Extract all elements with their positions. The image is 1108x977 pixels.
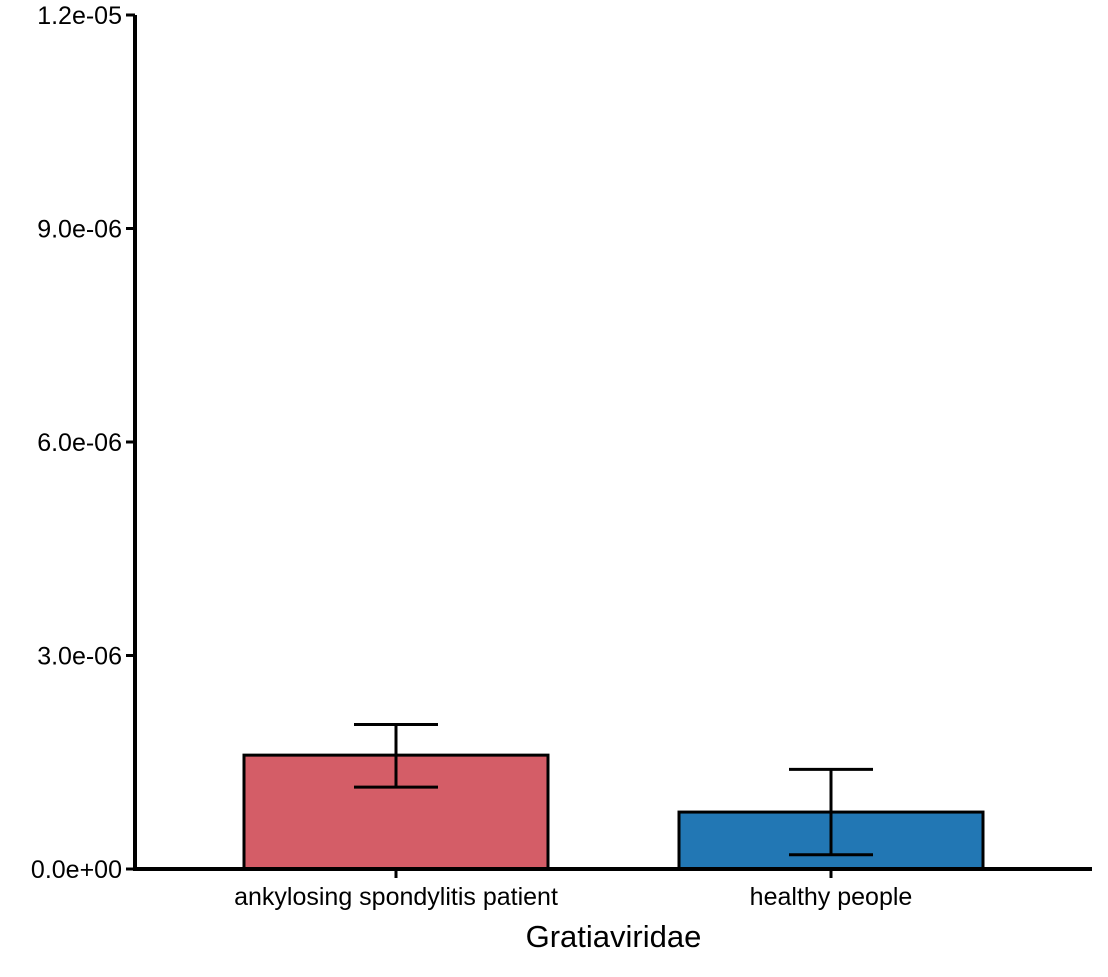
x-tick-label: ankylosing spondylitis patient — [234, 883, 558, 911]
x-axis-ticks: ankylosing spondylitis patient healthy pe… — [234, 869, 912, 911]
x-axis-title: Gratiaviridae — [526, 919, 702, 954]
y-tick-label: 9.0e-06 — [37, 216, 122, 244]
y-tick-label: 1.2e-05 — [37, 2, 122, 30]
error-bars — [354, 723, 873, 857]
y-axis-ticks: 0.0e+00 3.0e-06 6.0e-06 9.0e-06 1.2e-05 — [31, 2, 135, 884]
y-tick-label: 0.0e+00 — [31, 856, 122, 884]
y-tick-label: 6.0e-06 — [37, 429, 122, 457]
y-tick-label: 3.0e-06 — [37, 643, 122, 671]
bars — [242, 753, 985, 871]
x-tick-label: healthy people — [750, 883, 913, 911]
